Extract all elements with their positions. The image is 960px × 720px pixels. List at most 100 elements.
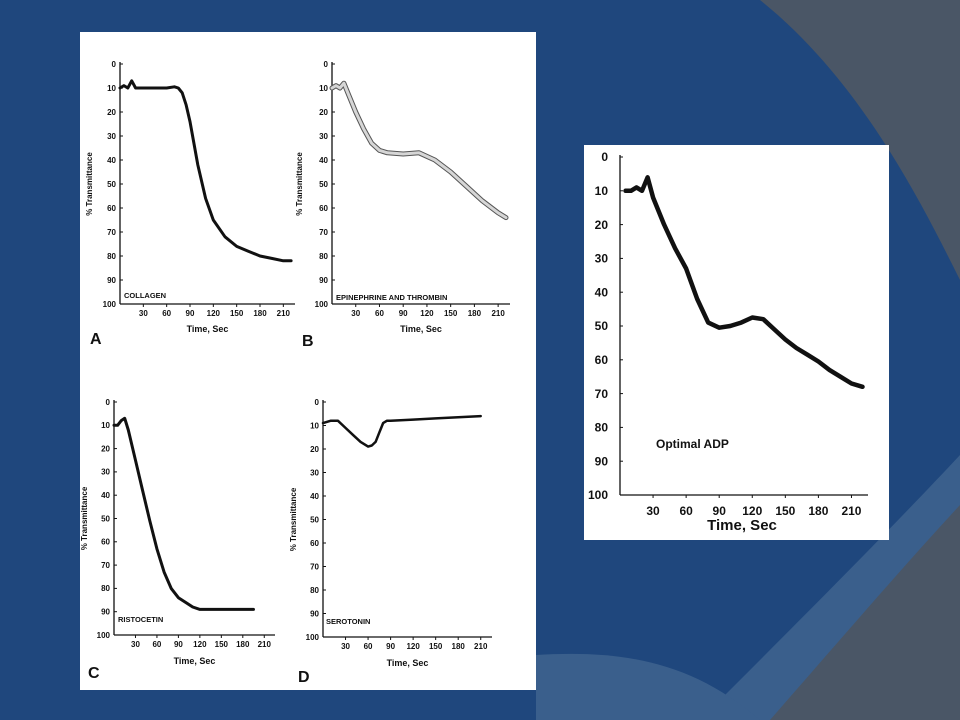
y-tick-label: 40: [310, 492, 319, 501]
x-tick-label: 180: [468, 309, 482, 318]
chart-annotation: RISTOCETIN: [118, 615, 163, 624]
y-axis-label: % Transmittance: [295, 152, 304, 216]
x-tick-label: 60: [375, 309, 384, 318]
panel-letter: B: [302, 333, 314, 350]
x-axis-label: Time, Sec: [174, 656, 216, 666]
panel-letter: D: [298, 669, 310, 686]
panel-letter: A: [90, 331, 102, 348]
x-tick-label: 180: [452, 642, 466, 651]
y-tick-label: 0: [112, 60, 117, 69]
y-tick-label: 40: [595, 285, 609, 299]
y-tick-label: 80: [595, 421, 609, 435]
chart-optimal-adp: 0 10 20 30 40 50 60 70 80 90 100 30 60 90 120 150 180 210…: [588, 150, 868, 534]
x-tick-label: 120: [193, 640, 207, 649]
x-tick-label: 150: [215, 640, 229, 649]
y-tick-label: 50: [107, 180, 116, 189]
x-tick-label: 120: [406, 642, 420, 651]
y-tick-label: 10: [310, 421, 319, 430]
y-tick-label: 40: [319, 156, 328, 165]
y-axis-label: % Transmittance: [289, 487, 298, 551]
y-tick-label: 60: [595, 353, 609, 367]
y-tick-label: 60: [319, 204, 328, 213]
y-tick-label: 50: [101, 514, 110, 523]
y-tick-label: 20: [310, 445, 319, 454]
y-tick-label: 80: [310, 586, 319, 595]
y-tick-label: 30: [107, 132, 116, 141]
y-tick-label: 20: [101, 444, 110, 453]
y-tick-label: 0: [315, 398, 320, 407]
data-line: [623, 175, 865, 390]
y-tick-label: 100: [97, 631, 111, 640]
chart-epinephrine-thrombin: 0 10 20 30 40 50 60 70 80 90 100 30 60 90 120 150 180 210…: [295, 60, 510, 350]
y-tick-label: 10: [319, 84, 328, 93]
y-tick-label: 0: [106, 398, 111, 407]
y-tick-label: 60: [107, 204, 116, 213]
x-tick-label: 150: [775, 504, 795, 518]
x-tick-label: 180: [808, 504, 828, 518]
y-tick-label: 90: [310, 609, 319, 618]
x-axis-label: Time, Sec: [707, 517, 777, 534]
x-axis-label: Time, Sec: [387, 658, 429, 668]
x-tick-label: 180: [253, 309, 267, 318]
y-tick-label: 90: [107, 276, 116, 285]
y-axis-label: % Transmittance: [85, 152, 94, 216]
x-tick-label: 120: [742, 504, 762, 518]
x-tick-label: 210: [491, 309, 505, 318]
y-tick-label: 100: [306, 633, 320, 642]
chart-annotation: EPINEPHRINE AND THROMBIN: [336, 293, 447, 302]
y-tick-label: 0: [601, 150, 608, 164]
y-tick-label: 60: [101, 538, 110, 547]
y-tick-label: 30: [595, 252, 609, 266]
y-tick-label: 100: [588, 488, 608, 502]
x-tick-label: 90: [386, 642, 395, 651]
y-tick-label: 100: [315, 300, 329, 309]
x-tick-label: 150: [230, 309, 244, 318]
y-tick-label: 70: [107, 228, 116, 237]
x-tick-label: 90: [174, 640, 183, 649]
x-tick-label: 30: [131, 640, 140, 649]
y-tick-label: 10: [101, 421, 110, 430]
chart-annotation: Optimal ADP: [656, 437, 729, 451]
x-tick-label: 30: [351, 309, 360, 318]
y-tick-label: 50: [595, 319, 609, 333]
x-tick-label: 210: [841, 504, 861, 518]
chart-serotonin: 0 10 20 30 40 50 60 70 80 90 100 30 60 90 120 150 180 210…: [289, 398, 492, 686]
x-tick-label: 90: [713, 504, 727, 518]
x-tick-label: 30: [341, 642, 350, 651]
y-tick-label: 80: [101, 584, 110, 593]
y-tick-label: 70: [595, 387, 609, 401]
y-tick-label: 0: [324, 60, 329, 69]
y-tick-label: 10: [107, 84, 116, 93]
figure-panel-right: 0 10 20 30 40 50 60 70 80 90 100 30 60 90 120 150 180 210…: [584, 145, 889, 540]
data-line: [321, 414, 482, 448]
panel-letter: C: [88, 665, 100, 682]
x-tick-label: 30: [139, 309, 148, 318]
x-tick-label: 60: [679, 504, 693, 518]
x-tick-label: 30: [646, 504, 660, 518]
y-tick-label: 80: [107, 252, 116, 261]
y-tick-label: 20: [107, 108, 116, 117]
y-tick-label: 70: [310, 562, 319, 571]
y-tick-label: 50: [310, 515, 319, 524]
y-tick-label: 40: [101, 491, 110, 500]
y-tick-label: 90: [101, 608, 110, 617]
y-tick-label: 10: [595, 184, 609, 198]
y-tick-label: 20: [319, 108, 328, 117]
x-tick-label: 120: [207, 309, 221, 318]
y-tick-label: 90: [595, 454, 609, 468]
x-axis-label: Time, Sec: [187, 324, 229, 334]
x-tick-label: 90: [186, 309, 195, 318]
data-line: [112, 416, 255, 611]
y-axis-label: % Transmittance: [80, 486, 89, 550]
y-tick-label: 30: [101, 468, 110, 477]
chart-collagen: 0 10 20 30 40 50 60 70 80 90 100 30 60 90 120 150 180 210…: [85, 60, 295, 348]
y-tick-label: 30: [310, 468, 319, 477]
x-axis-label: Time, Sec: [400, 324, 442, 334]
y-tick-label: 60: [310, 539, 319, 548]
chart-annotation: SEROTONIN: [326, 617, 370, 626]
x-tick-label: 210: [277, 309, 291, 318]
x-tick-label: 210: [474, 642, 488, 651]
y-tick-label: 100: [103, 300, 117, 309]
y-tick-label: 90: [319, 276, 328, 285]
